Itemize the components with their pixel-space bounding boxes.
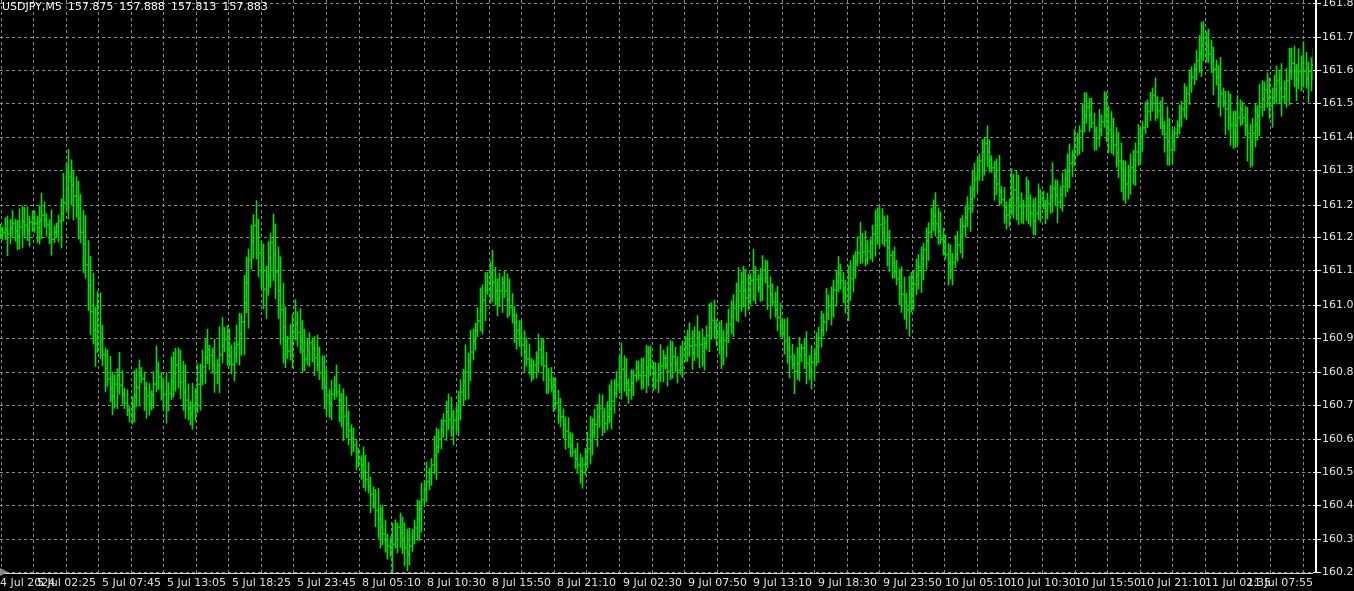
time-scale-label: 10 Jul 15:50 [1075, 576, 1141, 589]
time-scale-label: 8 Jul 10:30 [427, 576, 486, 589]
chart-ohlc-header: USDJPY,M5 157.875 157.888 157.813 157.883 [2, 0, 274, 13]
price-scale-label: 161.200 [1322, 230, 1354, 243]
price-scale-label: 160.810 [1322, 365, 1354, 378]
price-scale[interactable]: 161.880 161.780 161.685 161.590 161.490 161.3… [1313, 0, 1354, 577]
price-scale-label: 160.425 [1322, 498, 1354, 511]
ohlc-close-value: 157.883 [222, 0, 268, 13]
time-scale-label: 11 Jul 07:55 [1247, 576, 1313, 589]
chart-shift-marker[interactable] [0, 568, 8, 576]
price-scale-label: 161.880 [1322, 0, 1354, 9]
time-scale-label: 8 Jul 05:10 [362, 576, 421, 589]
price-scale-label: 161.780 [1322, 30, 1354, 43]
time-scale-label: 9 Jul 13:10 [753, 576, 812, 589]
price-scale-label: 161.685 [1322, 63, 1354, 76]
time-scale-label: 5 Jul 18:25 [232, 576, 291, 589]
chart-plot-area[interactable] [0, 0, 1313, 573]
ohlc-open-value: 157.875 [67, 0, 114, 13]
price-tick [1313, 305, 1321, 306]
time-axis-line [0, 573, 1313, 574]
price-axis-line [1315, 0, 1317, 573]
time-scale-label: 4 Jul 2024 [0, 576, 56, 589]
time-scale-label: 8 Jul 15:50 [492, 576, 551, 589]
price-tick [1313, 338, 1321, 339]
price-tick [1313, 170, 1321, 171]
ohlc-high-value: 157.888 [119, 0, 165, 13]
time-scale-label: 9 Jul 02:30 [623, 576, 682, 589]
time-scale-label: 8 Jul 21:10 [557, 576, 616, 589]
price-tick [1313, 205, 1321, 206]
price-scale-label: 160.715 [1322, 398, 1354, 411]
time-scale-label: 10 Jul 10:30 [1010, 576, 1076, 589]
ohlc-low-value: 157.813 [170, 0, 217, 13]
price-tick [1313, 70, 1321, 71]
price-tick [1313, 572, 1321, 573]
time-scale-label: 9 Jul 18:30 [818, 576, 877, 589]
price-tick [1313, 405, 1321, 406]
price-tick [1313, 3, 1321, 4]
price-scale-label: 160.615 [1322, 432, 1354, 445]
time-scale-label: 9 Jul 23:50 [883, 576, 942, 589]
price-scale-label: 160.230 [1322, 565, 1354, 578]
time-scale-label: 11 Jul 02:35 [1205, 576, 1271, 589]
time-scale-label: 5 Jul 23:45 [297, 576, 356, 589]
price-scale-label: 161.490 [1322, 130, 1354, 143]
time-scale-label: 9 Jul 07:50 [688, 576, 747, 589]
price-tick [1313, 137, 1321, 138]
time-scale-label: 5 Jul 07:45 [102, 576, 161, 589]
price-scale-label: 161.005 [1322, 298, 1354, 311]
price-tick [1313, 37, 1321, 38]
time-scale-label: 5 Jul 02:25 [37, 576, 96, 589]
price-scale-label: 160.325 [1322, 532, 1354, 545]
time-scale-label: 10 Jul 21:10 [1140, 576, 1206, 589]
price-scale-label: 161.295 [1322, 198, 1354, 211]
time-scale[interactable]: 4 Jul 2024 5 Jul 02:25 5 Jul 07:45 5 Jul 13… [0, 573, 1354, 591]
price-tick [1313, 237, 1321, 238]
price-scale-label: 160.520 [1322, 465, 1354, 478]
price-tick [1313, 539, 1321, 540]
price-tick [1313, 270, 1321, 271]
time-scale-label: 10 Jul 05:10 [945, 576, 1011, 589]
price-tick [1313, 439, 1321, 440]
price-scale-label: 161.590 [1322, 96, 1354, 109]
price-tick [1313, 372, 1321, 373]
price-tick [1313, 472, 1321, 473]
price-scale-label: 161.105 [1322, 263, 1354, 276]
symbol-period-label: USDJPY,M5 [2, 0, 62, 13]
time-scale-label: 5 Jul 13:05 [167, 576, 226, 589]
price-scale-label: 161.395 [1322, 163, 1354, 176]
price-tick [1313, 103, 1321, 104]
price-scale-label: 160.910 [1322, 331, 1354, 344]
price-bars-series [0, 21, 1313, 573]
price-tick [1313, 505, 1321, 506]
